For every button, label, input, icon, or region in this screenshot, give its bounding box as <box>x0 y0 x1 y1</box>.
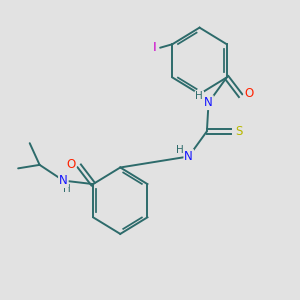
Text: N: N <box>204 96 213 109</box>
Text: H: H <box>176 145 183 155</box>
Text: H: H <box>195 91 203 101</box>
Text: N: N <box>184 150 193 163</box>
Text: S: S <box>235 125 243 138</box>
Text: O: O <box>66 158 76 171</box>
Text: O: O <box>244 87 254 101</box>
Text: I: I <box>152 41 156 54</box>
Text: N: N <box>59 174 68 187</box>
Text: H: H <box>63 184 70 194</box>
